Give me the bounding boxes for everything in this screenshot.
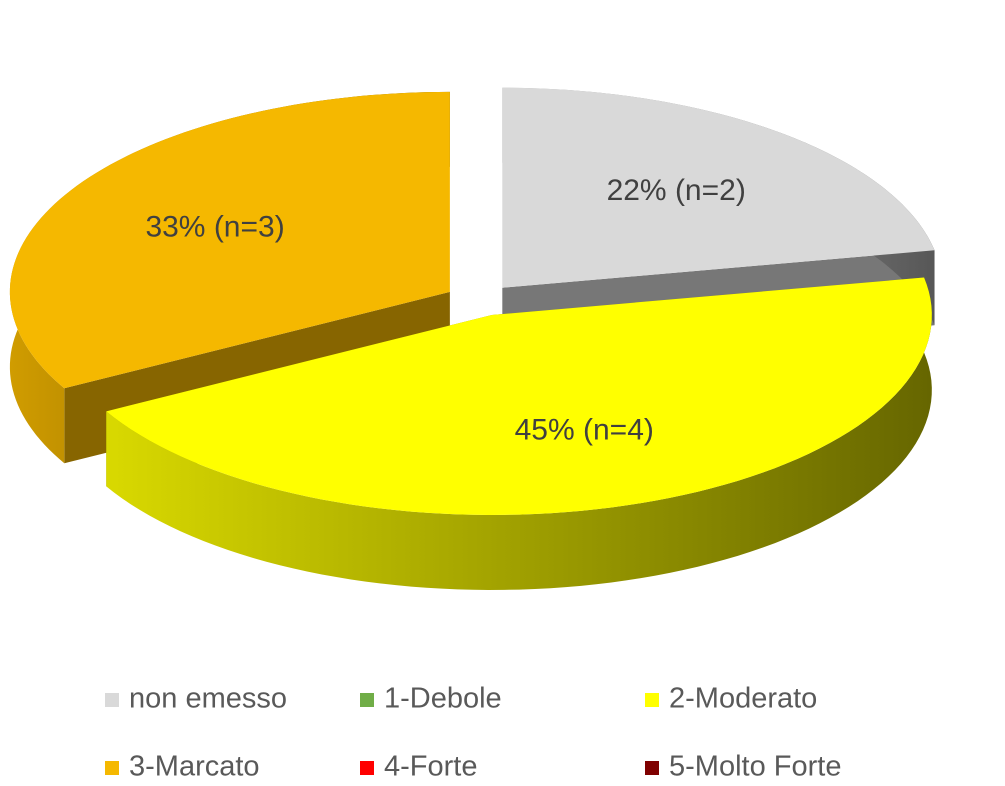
legend-swatch (105, 761, 119, 775)
legend-label: 3-Marcato (129, 751, 260, 783)
legend-label: 2-Moderato (669, 683, 817, 715)
legend-swatch (105, 693, 119, 707)
legend-label: 4-Forte (384, 751, 477, 783)
legend-swatch (645, 761, 659, 775)
data-label: 33% (n=3) (145, 211, 284, 244)
slice-top (9, 91, 450, 389)
data-label: 45% (n=4) (515, 414, 654, 447)
slice-top (106, 277, 932, 515)
legend-swatch (360, 761, 374, 775)
legend-swatch (645, 693, 659, 707)
legend-label: 5-Molto Forte (669, 751, 841, 783)
data-label: 22% (n=2) (607, 174, 746, 207)
legend-label: non emesso (129, 683, 287, 715)
legend-swatch (360, 693, 374, 707)
slice-top (502, 87, 935, 288)
legend-label: 1-Debole (384, 683, 502, 715)
slice-side (106, 277, 932, 590)
slice (106, 277, 932, 590)
